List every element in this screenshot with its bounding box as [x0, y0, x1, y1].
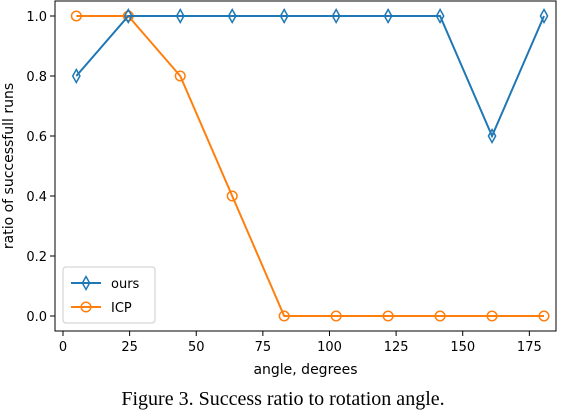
series-icp: [70, 10, 550, 322]
data-point-ours: [383, 7, 393, 25]
data-point-ours: [435, 7, 445, 25]
legend-box: [62, 266, 156, 324]
y-tick-label: 0.4: [26, 190, 47, 205]
data-point-ours: [539, 7, 549, 25]
legend: ours ICP: [62, 266, 156, 324]
data-point-ours: [71, 67, 81, 85]
x-axis-ticks: 0 25 50 75 100 125 150 175: [59, 331, 542, 355]
legend-label-ours: ours: [111, 277, 140, 292]
data-point-icp: [70, 10, 82, 22]
data-point-ours: [123, 7, 133, 25]
y-axis-label: ratio of successfull runs: [1, 83, 17, 249]
y-tick-label: 0.0: [26, 310, 47, 325]
figure-caption: Figure 3. Success ratio to rotation angl…: [121, 388, 445, 410]
data-point-ours: [331, 7, 341, 25]
legend-marker-ours: [81, 274, 91, 292]
data-point-ours: [175, 7, 185, 25]
series-line-ours: [75, 15, 545, 139]
data-point-icp: [174, 70, 186, 82]
x-tick-label: 50: [188, 340, 205, 355]
data-point-ours: [227, 7, 237, 25]
x-tick-label: 75: [255, 340, 272, 355]
x-tick-label: 25: [121, 340, 138, 355]
data-point-icp: [330, 310, 342, 322]
data-point-icp: [226, 190, 238, 202]
legend-marker-icp: [80, 301, 92, 313]
y-axis-ticks: 0.0 0.2 0.4 0.6 0.8 1.0: [26, 10, 55, 325]
data-point-icp: [278, 310, 290, 322]
data-point-ours: [279, 7, 289, 25]
x-tick-label: 0: [59, 340, 67, 355]
y-tick-label: 0.2: [26, 250, 47, 265]
x-tick-label: 125: [384, 340, 409, 355]
legend-label-icp: ICP: [111, 301, 132, 316]
data-point-icp: [538, 310, 550, 322]
x-tick-label: 100: [317, 340, 342, 355]
data-point-icp: [434, 310, 446, 322]
x-tick-label: 150: [450, 340, 475, 355]
series-ours: [71, 7, 549, 145]
chart: 0 25 50 75 100 125 150 175 0.0 0.2 0.4 0.6 0.8 1.0 a…: [1, 0, 557, 378]
chart-marks: [70, 7, 550, 322]
data-point-ours: [487, 127, 497, 145]
data-point-icp: [486, 310, 498, 322]
y-tick-label: 0.8: [26, 70, 47, 85]
y-tick-label: 1.0: [26, 10, 47, 25]
x-axis-label: angle, degrees: [253, 362, 357, 378]
x-tick-label: 175: [517, 340, 542, 355]
plot-frame: [54, 0, 557, 332]
series-line-icp: [76, 15, 545, 317]
y-tick-label: 0.6: [26, 130, 47, 145]
data-point-icp: [382, 310, 394, 322]
